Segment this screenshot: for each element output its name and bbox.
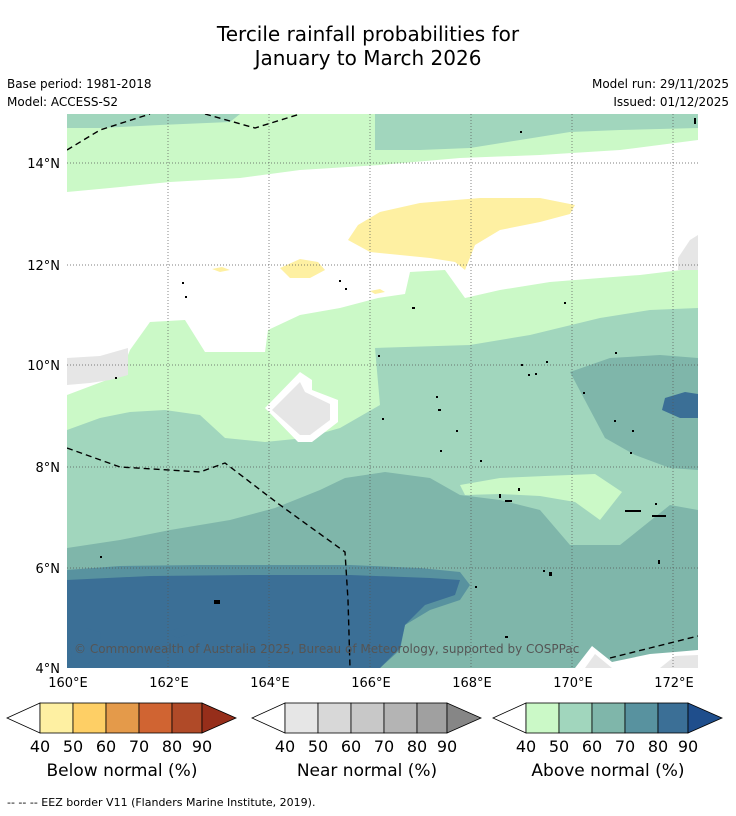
near-cbar-lo [251, 702, 286, 734]
near-cbar-40-50 [284, 702, 319, 734]
below-tick-40: 40 [30, 737, 50, 756]
below-cbar-lo [6, 702, 41, 734]
title-line-1: Tercile rainfall probabilities for [216, 22, 520, 46]
below-40-dot [212, 267, 230, 272]
above-tick-60: 60 [582, 737, 602, 756]
model-run: Model run: 29/11/2025 [591, 77, 729, 91]
near-normal-west [67, 348, 128, 385]
near-cbar-70-80 [383, 702, 418, 734]
below-tick-50: 50 [63, 737, 83, 756]
above-tick-50: 50 [549, 737, 569, 756]
copyright-notice: © Commonwealth of Australia 2025, Bureau… [74, 642, 579, 656]
near-tick-70: 70 [374, 737, 394, 756]
lat-label-4n: 4°N [36, 662, 61, 677]
above-80-west-blob [70, 628, 102, 664]
above-cbar-hi [687, 702, 723, 734]
below-cbar-80-90 [171, 702, 203, 734]
below-tick-60: 60 [96, 737, 116, 756]
eez-borders [67, 114, 698, 668]
below-normal-label: Below normal (%) [46, 761, 198, 781]
near-cbar-50-60 [317, 702, 352, 734]
lon-label-168e: 168°E [452, 676, 492, 691]
map-fields [67, 114, 698, 668]
above-normal-label: Above normal (%) [531, 761, 685, 781]
above-50-north-band-2 [375, 114, 698, 150]
above-cbar-50-60 [558, 702, 593, 734]
above-tick-90: 90 [678, 737, 698, 756]
below-cbar-60-70 [105, 702, 140, 734]
lon-label-162e: 162°E [149, 676, 189, 691]
near-normal-east [678, 235, 698, 270]
colorbar-near-normal: 40 50 60 70 80 90 [251, 702, 482, 756]
above-tick-40: 40 [516, 737, 536, 756]
colorbar-below-normal: 40 50 60 70 80 90 [6, 702, 237, 756]
below-40-small [280, 259, 325, 278]
below-40-dot-2 [370, 289, 385, 294]
above-cbar-60-70 [591, 702, 626, 734]
lat-label-6n: 6°N [36, 562, 61, 577]
above-80-east [662, 392, 698, 418]
below-tick-70: 70 [129, 737, 149, 756]
below-cbar-40-50 [39, 702, 74, 734]
axis-labels: 14°N 12°N 10°N 8°N 6°N 4°N 160°E 162°E 1… [27, 157, 694, 691]
near-tick-50: 50 [308, 737, 328, 756]
lon-label-170e: 170°E [553, 676, 593, 691]
near-tick-40: 40 [275, 737, 295, 756]
lat-label-8n: 8°N [36, 461, 61, 476]
above-80-small [165, 628, 188, 638]
near-normal-center [272, 382, 330, 435]
near-tick-80: 80 [407, 737, 427, 756]
lon-label-166e: 166°E [351, 676, 391, 691]
near-normal-label: Near normal (%) [296, 761, 438, 781]
lat-label-10n: 10°N [27, 359, 60, 374]
above-40-tongue [460, 474, 622, 520]
above-tick-80: 80 [648, 737, 668, 756]
lat-label-12n: 12°N [27, 259, 60, 274]
above-50-north-band [67, 114, 240, 128]
near-cbar-60-70 [350, 702, 385, 734]
probability-map: © Commonwealth of Australia 2025, Bureau… [27, 114, 698, 691]
colorbar-above-normal: 40 50 60 70 80 90 [492, 702, 723, 756]
above-cbar-lo [492, 702, 527, 734]
near-tick-90: 90 [437, 737, 457, 756]
above-cbar-80-90 [657, 702, 689, 734]
below-tick-80: 80 [162, 737, 182, 756]
below-cbar-70-80 [138, 702, 173, 734]
below-40-patch [348, 198, 575, 270]
issued-date: Issued: 01/12/2025 [613, 95, 729, 109]
lon-label-160e: 160°E [48, 676, 88, 691]
lon-label-164e: 164°E [250, 676, 290, 691]
graticule [67, 114, 698, 668]
above-80-core [67, 575, 460, 668]
chart-title: Tercile rainfall probabilities for Janua… [0, 22, 736, 70]
near-normal-south-2 [585, 654, 698, 668]
title-line-2: January to March 2026 [254, 46, 482, 70]
eez-footnote: -- -- -- EEZ border V11 (Flanders Marine… [7, 796, 316, 809]
lat-label-14n: 14°N [27, 157, 60, 172]
below-cbar-hi [201, 702, 237, 734]
base-period: Base period: 1981-2018 [7, 77, 152, 91]
meta-left: Base period: 1981-2018 Model: ACCESS-S2 [7, 75, 152, 111]
above-cbar-70-80 [624, 702, 659, 734]
above-cbar-40-50 [525, 702, 560, 734]
below-cbar-50-60 [72, 702, 107, 734]
above-tick-70: 70 [615, 737, 635, 756]
above-60-east [570, 355, 698, 470]
islands [100, 118, 696, 638]
lon-label-172e: 172°E [654, 676, 694, 691]
below-tick-90: 90 [192, 737, 212, 756]
model-name: Model: ACCESS-S2 [7, 95, 119, 109]
near-tick-60: 60 [341, 737, 361, 756]
meta-right: Model run: 29/11/2025 Issued: 01/12/2025 [592, 75, 729, 111]
near-cbar-hi [446, 702, 482, 734]
near-cbar-80-90 [416, 702, 448, 734]
